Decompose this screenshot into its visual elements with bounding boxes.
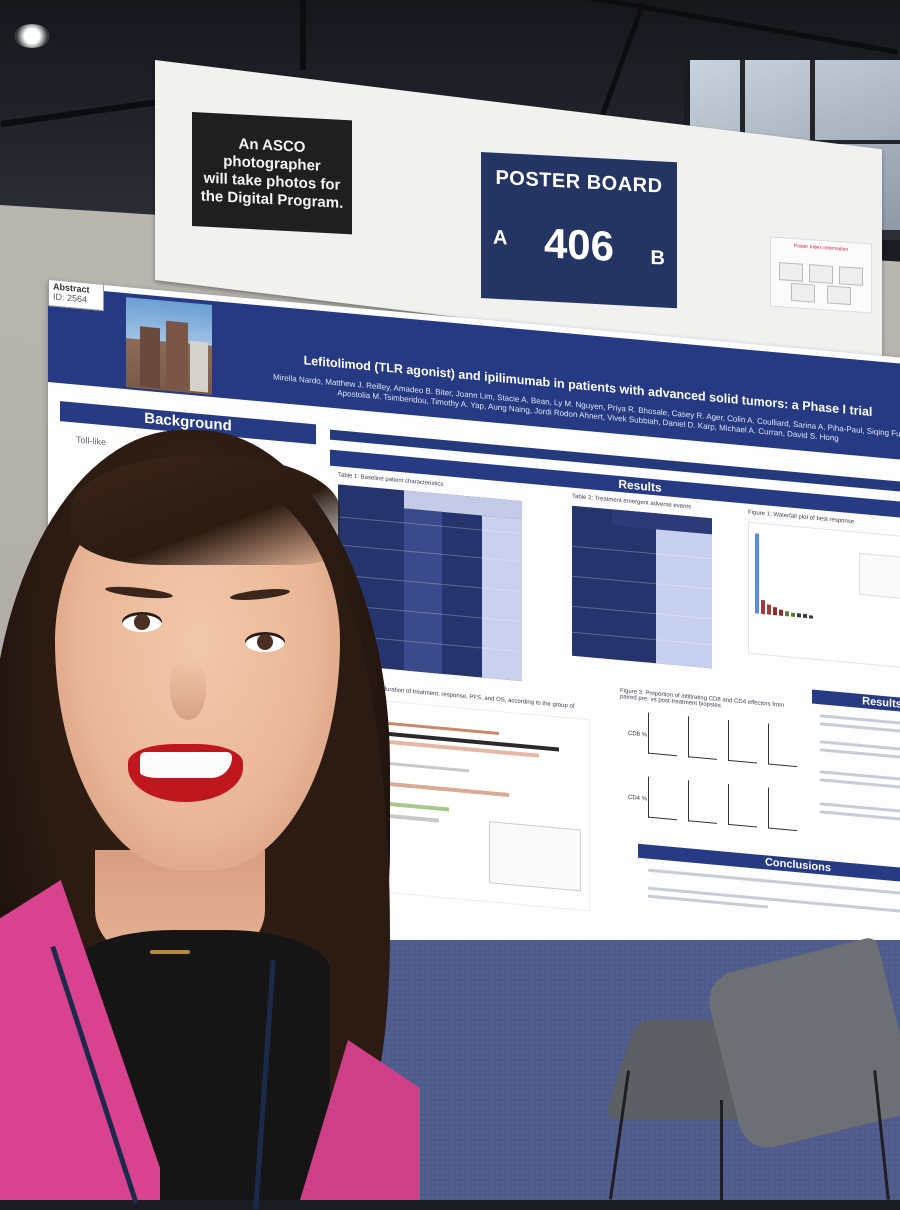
hair <box>70 455 340 565</box>
qr-code <box>809 264 833 284</box>
adverse-events-table <box>572 505 712 669</box>
qr-code <box>839 266 863 286</box>
qr-code-card: Poster Index Information <box>770 236 872 314</box>
eye <box>245 632 285 652</box>
hospital-photo <box>126 297 212 395</box>
results-side-heading: Results <box>812 689 900 717</box>
board-side-b: B <box>650 246 665 270</box>
qr-code <box>827 285 851 306</box>
photographer-notice: An ASCO photographer will take photos fo… <box>192 112 352 235</box>
waterfall-chart <box>748 521 900 673</box>
poster-board-plate: POSTER BOARD A 406 B <box>481 152 677 309</box>
eye <box>122 612 162 632</box>
teeth <box>140 752 232 778</box>
figure3-title: Figure 3: Proportion of infiltrating CD8… <box>620 688 785 710</box>
qr-code <box>791 282 815 303</box>
background-text: Toll-like <box>76 434 107 448</box>
ceiling-lamp <box>14 24 50 48</box>
chair-leg <box>720 1100 723 1200</box>
cd8-row-label: CD8 % <box>628 730 648 739</box>
abstract-tag-id: ID: 2564 <box>53 291 88 305</box>
qr-card-title: Poster Index Information <box>793 243 849 253</box>
abstract-id-tag: Abstract ID: 2564 <box>48 280 104 312</box>
cd4-row-label: CD4 % <box>628 794 648 803</box>
board-number: 406 <box>543 219 615 270</box>
ceiling-truss <box>300 0 306 70</box>
nose <box>170 660 206 720</box>
board-label: POSTER BOARD <box>495 166 663 198</box>
biopsy-mini-plots <box>648 712 808 848</box>
qr-code <box>779 262 803 282</box>
necklace <box>150 950 190 954</box>
